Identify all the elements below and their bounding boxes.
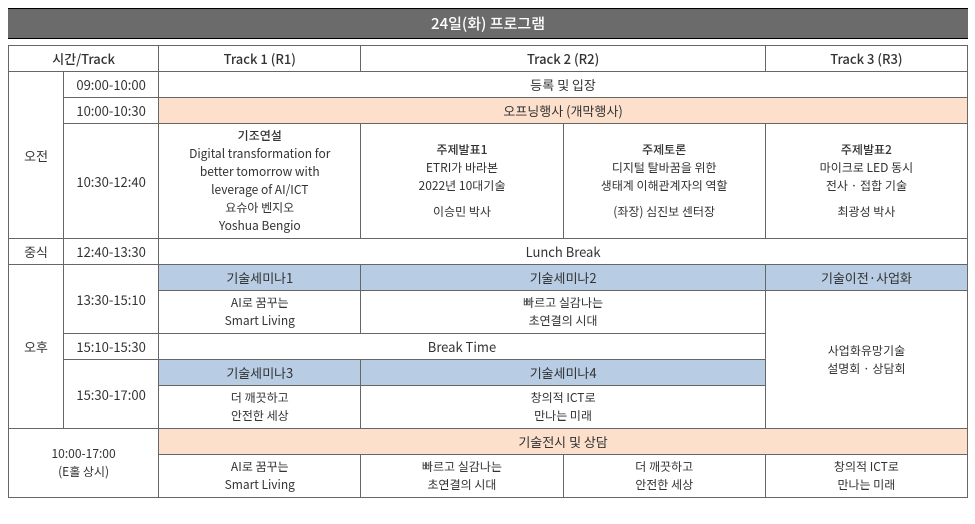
seminar3-body: 더 깨끗하고 안전한 세상: [159, 386, 361, 429]
debate-cell: 주제토론 디지털 탈바꿈을 위한 생태계 이해관계자의 역할 (좌장) 심진보 …: [563, 124, 765, 239]
keynote-cell: 기조연설 Digital transformation for better t…: [159, 124, 361, 239]
cell-line: 이승민 박사: [365, 203, 558, 221]
cell-title: 주제토론: [568, 141, 761, 159]
cell-line: 요슈아 벤지오: [163, 199, 356, 217]
page-title: 24일(화) 프로그램: [8, 8, 968, 39]
opening-cell: 오프닝행사 (개막행사): [159, 98, 968, 124]
cell-title: 주제발표2: [770, 141, 963, 159]
cell-line: Smart Living: [163, 312, 356, 330]
cell-line: 생태계 이해관계자의 역할: [568, 177, 761, 195]
time-cell: 10:30-12:40: [64, 124, 159, 239]
time-cell: 15:30-17:00: [64, 360, 159, 429]
table-row: 오후 13:30-15:10 기술세미나1 기술세미나2 기술이전·사업화: [9, 265, 968, 291]
cell-line: 초연결의 시대: [365, 476, 558, 494]
exhibit-col1: AI로 꿈꾸는 Smart Living: [159, 455, 361, 498]
exhibit-col3: 더 깨끗하고 안전한 세상: [563, 455, 765, 498]
seminar2-body: 빠르고 실감나는 초연결의 시대: [361, 291, 765, 334]
cell-line: 창의적 ICT로: [770, 458, 963, 476]
cell-line: 안전한 세상: [163, 407, 356, 425]
cell-line: Digital transformation for: [163, 145, 356, 163]
seminar3-title: 기술세미나3: [159, 360, 361, 386]
transfer-title: 기술이전·사업화: [765, 265, 967, 291]
cell-line: (좌장) 심진보 센터장: [568, 203, 761, 221]
cell-line: 디지털 탈바꿈을 위한: [568, 159, 761, 177]
exhibit-time: 10:00-17:00 (E홀 상시): [9, 429, 159, 498]
cell-line: 만나는 미래: [365, 407, 760, 425]
table-row: 10:00-17:00 (E홀 상시) 기술전시 및 상담: [9, 429, 968, 455]
time-cell: 10:00-10:30: [64, 98, 159, 124]
lunch-label: 중식: [9, 239, 64, 265]
transfer-body: 사업화유망기술 설명회 · 상담회: [765, 291, 967, 429]
time-cell: 12:40-13:30: [64, 239, 159, 265]
time-cell: 09:00-10:00: [64, 72, 159, 98]
exhibit-title: 기술전시 및 상담: [159, 429, 968, 455]
cell-line: 더 깨끗하고: [163, 389, 356, 407]
cell-line: (E홀 상시): [13, 463, 154, 481]
morning-label: 오전: [9, 72, 64, 239]
cell-line: AI로 꿈꾸는: [163, 458, 356, 476]
cell-line: 최광성 박사: [770, 203, 963, 221]
time-cell: 15:10-15:30: [64, 334, 159, 360]
table-header-row: 시간/Track Track 1 (R1) Track 2 (R2) Track…: [9, 46, 968, 72]
cell-line: better tomorrow with: [163, 163, 356, 181]
table-row: 10:30-12:40 기조연설 Digital transformation …: [9, 124, 968, 239]
cell-line: 마이크로 LED 동시: [770, 159, 963, 177]
registration-cell: 등록 및 입장: [159, 72, 968, 98]
cell-line: 전사 · 접합 기술: [770, 177, 963, 195]
cell-line: 빠르고 실감나는: [365, 294, 760, 312]
header-track1: Track 1 (R1): [159, 46, 361, 72]
cell-line: ETRI가 바라본: [365, 159, 558, 177]
time-cell: 13:30-15:10: [64, 265, 159, 334]
seminar4-title: 기술세미나4: [361, 360, 765, 386]
exhibit-col4: 창의적 ICT로 만나는 미래: [765, 455, 967, 498]
header-track3: Track 3 (R3): [765, 46, 967, 72]
cell-line: 안전한 세상: [568, 476, 761, 494]
table-row: 10:00-10:30 오프닝행사 (개막행사): [9, 98, 968, 124]
cell-line: 빠르고 실감나는: [365, 458, 558, 476]
break-cell: Break Time: [159, 334, 766, 360]
cell-line: Smart Living: [163, 476, 356, 494]
seminar2-title: 기술세미나2: [361, 265, 765, 291]
theme1-cell: 주제발표1 ETRI가 바라본 2022년 10대기술 이승민 박사: [361, 124, 563, 239]
seminar4-body: 창의적 ICT로 만나는 미래: [361, 386, 765, 429]
cell-line: 2022년 10대기술: [365, 177, 558, 195]
cell-line: 사업화유망기술: [770, 342, 963, 360]
table-row: 오전 09:00-10:00 등록 및 입장: [9, 72, 968, 98]
cell-line: 창의적 ICT로: [365, 389, 760, 407]
program-table: 시간/Track Track 1 (R1) Track 2 (R2) Track…: [8, 45, 968, 498]
header-time: 시간/Track: [9, 46, 159, 72]
afternoon-label: 오후: [9, 265, 64, 429]
cell-title: 주제발표1: [365, 141, 558, 159]
cell-line: AI로 꿈꾸는: [163, 294, 356, 312]
header-track2: Track 2 (R2): [361, 46, 765, 72]
cell-line: 더 깨끗하고: [568, 458, 761, 476]
cell-line: 초연결의 시대: [365, 312, 760, 330]
seminar1-body: AI로 꿈꾸는 Smart Living: [159, 291, 361, 334]
lunch-cell: Lunch Break: [159, 239, 968, 265]
theme2-cell: 주제발표2 마이크로 LED 동시 전사 · 접합 기술 최광성 박사: [765, 124, 967, 239]
exhibit-col2: 빠르고 실감나는 초연결의 시대: [361, 455, 563, 498]
cell-line: 10:00-17:00: [13, 445, 154, 463]
cell-line: 설명회 · 상담회: [770, 360, 963, 378]
cell-line: Yoshua Bengio: [163, 217, 356, 235]
cell-line: leverage of AI/ICT: [163, 181, 356, 199]
table-row: 중식 12:40-13:30 Lunch Break: [9, 239, 968, 265]
cell-title: 기조연설: [163, 127, 356, 145]
seminar1-title: 기술세미나1: [159, 265, 361, 291]
cell-line: 만나는 미래: [770, 476, 963, 494]
